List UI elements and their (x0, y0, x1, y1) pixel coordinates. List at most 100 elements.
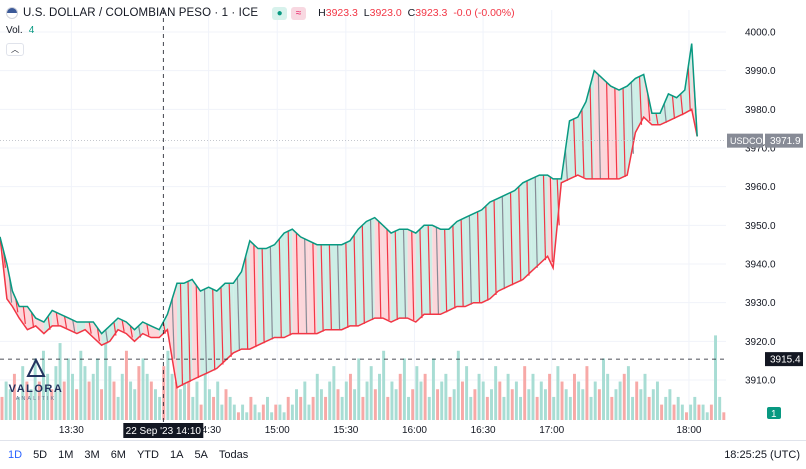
price-wick (589, 86, 593, 179)
watermark-sub: ANALITIK (15, 396, 57, 402)
price-wick (105, 329, 109, 344)
range-button-ytd[interactable]: YTD (136, 449, 159, 461)
range-button-1a[interactable]: 1A (169, 449, 184, 461)
price-chart[interactable]: 3910.0 3920.0 3930.0 3940.0 3950.0 3960.0 3970… (0, 0, 806, 440)
volume-bar (631, 396, 635, 420)
volume-bar (257, 412, 261, 420)
range-button-6m[interactable]: 6M (110, 449, 126, 461)
volume-bar (411, 389, 415, 420)
volume-bar (129, 381, 133, 420)
volume-bar (556, 366, 560, 420)
volume-bar (153, 389, 157, 420)
range-button-5a[interactable]: 5A (194, 449, 208, 461)
volume-bar (158, 396, 162, 420)
volume-bar (373, 389, 377, 420)
volume-bar (212, 396, 216, 420)
volume-bar (436, 389, 440, 420)
price-wick (386, 229, 390, 321)
volume-bar (58, 343, 62, 420)
volume-bar (456, 350, 460, 420)
price-area-segment (167, 283, 178, 388)
price-wick (369, 219, 374, 321)
time-tick-label: 15:00 (265, 425, 290, 436)
volume-bar (560, 381, 564, 420)
volume-bar (647, 396, 651, 420)
price-wick (278, 238, 282, 338)
price-wick (485, 205, 489, 301)
watermark-name: VALORA (8, 383, 64, 395)
data-delay-icon[interactable]: ≈ (291, 6, 307, 20)
volume-bar (340, 396, 344, 420)
price-wick (146, 323, 150, 336)
price-tick-label: 3960.0 (745, 182, 776, 193)
price-wick (564, 149, 569, 181)
range-button-3m[interactable]: 3M (84, 449, 100, 461)
volume-bar (311, 396, 315, 420)
volume-bar (112, 381, 116, 420)
volume-bar (502, 396, 506, 420)
volume-bar (207, 389, 211, 420)
volume-bar (697, 404, 701, 420)
price-wick (573, 118, 577, 178)
price-wick (195, 285, 199, 379)
volume-bar (4, 381, 8, 420)
volume-bar (195, 381, 199, 420)
volume-bar (324, 396, 328, 420)
crosshair-time-tag (123, 423, 204, 438)
volume-bar (133, 389, 137, 420)
crosshair-price-tag (765, 352, 803, 367)
volume-bar (477, 373, 481, 420)
volume-bar (664, 396, 668, 420)
range-button-5d[interactable]: 5D (33, 449, 48, 461)
price-wick (460, 219, 464, 307)
range-button-1d[interactable]: 1D (8, 449, 23, 461)
price-wick (203, 289, 208, 375)
price-wick (402, 229, 407, 319)
volume-bar (452, 389, 456, 420)
volume-bar (199, 404, 203, 420)
volume-bar (266, 396, 269, 420)
low-key: L (363, 7, 370, 19)
price-area-segment (76, 322, 86, 334)
price-wick (261, 248, 265, 344)
volume-bar (274, 404, 278, 420)
price-wick (419, 229, 423, 319)
volume-bar (398, 373, 402, 420)
volume-bar (705, 412, 709, 420)
price-wick (468, 215, 472, 305)
volume-bar (386, 396, 390, 420)
symbol-title[interactable]: U.S. DOLLAR / COLOMBIAN PESO · 1 · ICE (23, 7, 259, 19)
range-button-1m[interactable]: 1M (58, 449, 74, 461)
volume-bar (12, 373, 16, 420)
volume-bar (25, 381, 29, 420)
price-wick (452, 225, 456, 309)
volume-bar (369, 366, 373, 420)
volume-bar (419, 381, 423, 420)
market-status-icon[interactable]: ● (272, 6, 288, 20)
volume-bar (174, 381, 178, 420)
crosshair-price-text: 3915.4 (770, 355, 801, 366)
volume-bar (71, 373, 74, 420)
price-wick (212, 289, 216, 371)
price-wick (655, 113, 659, 125)
price-wick (597, 74, 601, 179)
bottom-toolbar: 1D 5D 1M 3M 6M YTD 1A 5A Todas 18:25:25 (UTC) (0, 440, 806, 469)
volume-bar (378, 373, 381, 420)
collapse-legend-icon[interactable]: ︿ (6, 43, 24, 56)
volume-bar (651, 389, 655, 420)
price-wick (253, 244, 257, 348)
volume-bar (236, 412, 240, 420)
price-wick (493, 200, 497, 295)
utc-clock[interactable]: 18:25:25 (UTC) (724, 449, 800, 461)
volume-bar (527, 389, 531, 420)
price-tick-label: 3980.0 (745, 105, 776, 116)
price-wick (476, 211, 481, 303)
price-wick (687, 66, 691, 112)
volume-bar (62, 381, 66, 420)
price-wick (30, 312, 35, 328)
volume-bar (431, 358, 435, 420)
volume-bar (676, 396, 680, 420)
range-button-todas[interactable]: Todas (218, 449, 249, 461)
volume-bar (361, 396, 365, 420)
volume-bar (282, 412, 286, 420)
